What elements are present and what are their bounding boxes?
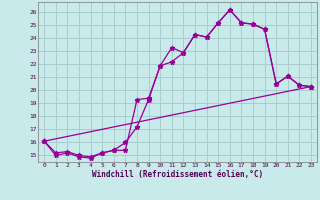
X-axis label: Windchill (Refroidissement éolien,°C): Windchill (Refroidissement éolien,°C) — [92, 170, 263, 179]
